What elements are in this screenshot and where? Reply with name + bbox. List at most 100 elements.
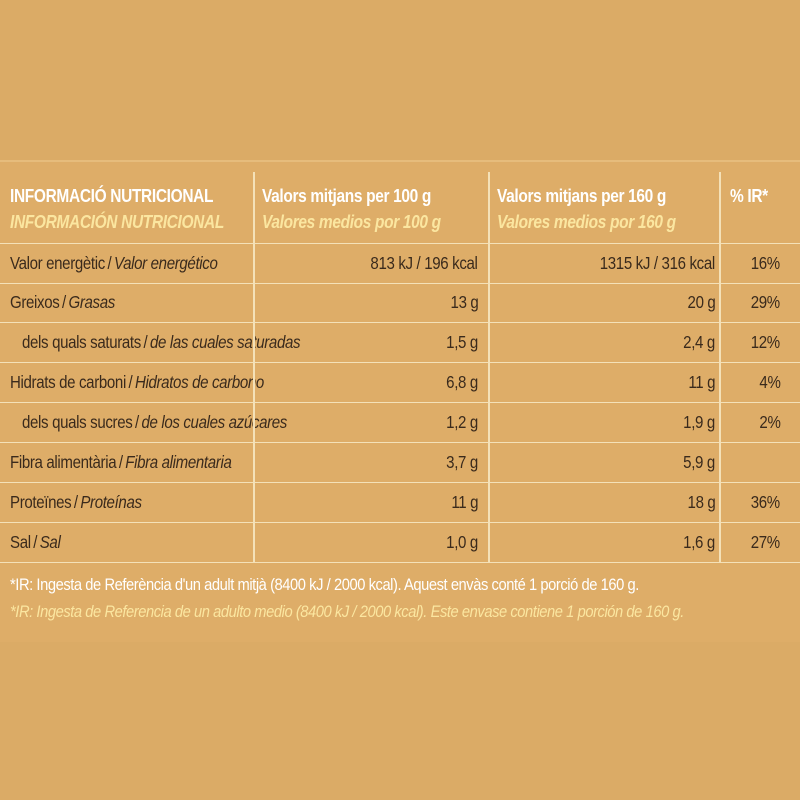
header-row: INFORMACIÓ NUTRICIONAL INFORMACIÓN NUTRI… — [0, 172, 800, 244]
value-ir-percent: 27% — [750, 532, 780, 552]
column-divider — [253, 283, 255, 323]
footnote-es: *IR: Ingesta de Referencia de un adulto … — [10, 602, 684, 621]
table-row: dels quals saturats / de las cuales satura… — [0, 323, 800, 363]
value-per-100g: 13 g — [450, 292, 478, 312]
column-divider — [488, 403, 490, 443]
column-divider — [488, 323, 490, 363]
footnote-ca: *IR: Ingesta de Referència d'un adult mi… — [10, 575, 639, 594]
table-row: Valor energètic / Valor energético 813 kJ /… — [0, 244, 800, 284]
nutrient-name: Valor energètic / Valor energético — [10, 253, 218, 274]
nutrient-name-ca: Valor energètic — [10, 253, 105, 273]
table-row: Fibra alimentària / Fibra alimentaria 3,7 g… — [0, 443, 800, 483]
nutrient-name-ca: dels quals sucres — [22, 412, 133, 432]
column-divider — [488, 363, 490, 403]
nutrient-name-es: Hidratos de carbono — [134, 372, 264, 392]
value-per-160g: 2,4 g — [683, 332, 715, 352]
column-divider — [719, 483, 721, 523]
nutrient-name: dels quals sucres / de los cuales azúcares — [22, 412, 287, 433]
column-divider — [488, 172, 490, 244]
nutrient-name-es: de las cuales saturadas — [149, 332, 301, 352]
name-separator: / — [135, 412, 139, 432]
nutrient-name: Fibra alimentària / Fibra alimentaria — [10, 452, 232, 473]
column-divider — [488, 244, 490, 284]
name-separator: / — [33, 532, 38, 552]
value-per-160g: 1,6 g — [683, 532, 715, 552]
value-per-100g: 1,5 g — [446, 332, 478, 352]
table-row: Proteïnes / Proteínas 11 g 18 g 36% — [0, 483, 800, 523]
value-ir-percent: 4% — [758, 372, 780, 392]
header-per100-es: Valores medios por 100 g — [262, 212, 441, 232]
value-ir-percent: 36% — [750, 492, 780, 512]
name-separator: / — [62, 292, 66, 312]
nutrient-name-es: Valor energético — [113, 253, 218, 273]
column-divider — [253, 323, 255, 363]
header-title-es: INFORMACIÓN NUTRICIONAL — [10, 212, 224, 232]
nutrient-name-ca: Proteïnes — [10, 492, 72, 512]
value-per-160g: 20 g — [687, 292, 715, 312]
name-separator: / — [143, 332, 148, 352]
column-divider — [719, 523, 721, 563]
nutrient-name: dels quals saturats / de las cuales satura… — [22, 332, 301, 353]
value-ir-percent: 12% — [750, 332, 780, 352]
column-divider — [488, 443, 490, 483]
column-divider — [719, 443, 721, 483]
nutrient-name: Proteïnes / Proteínas — [10, 492, 142, 513]
name-separator: / — [73, 492, 78, 512]
nutrient-name-es: Sal — [39, 532, 61, 552]
value-per-100g: 813 kJ / 196 kcal — [370, 253, 478, 273]
nutrient-name-ca: Sal — [10, 532, 31, 552]
nutrient-name-ca: dels quals saturats — [22, 332, 141, 352]
nutrient-name-es: Proteínas — [80, 492, 142, 512]
nutrient-name: Hidrats de carboni / Hidratos de carbono — [10, 372, 264, 393]
header-ir: % IR* — [730, 186, 768, 206]
column-divider — [719, 323, 721, 363]
table-row: Greixos / Grasas 13 g 20 g 29% — [0, 283, 800, 323]
column-divider — [488, 523, 490, 563]
nutrition-label: INFORMACIÓ NUTRICIONAL INFORMACIÓN NUTRI… — [0, 160, 800, 642]
column-divider — [719, 172, 721, 244]
nutrient-name-ca: Hidrats de carboni — [10, 372, 126, 392]
value-per-100g: 1,0 g — [446, 532, 478, 552]
header-per160-ca: Valors mitjans per 160 g — [497, 186, 666, 206]
column-divider — [253, 403, 255, 443]
nutrient-name: Greixos / Grasas — [10, 292, 115, 313]
column-divider — [719, 403, 721, 443]
nutrient-name-es: de los cuales azúcares — [141, 412, 287, 432]
column-divider — [719, 244, 721, 284]
value-ir-percent: 2% — [758, 412, 780, 432]
column-divider — [253, 363, 255, 403]
table-row: dels quals sucres / de los cuales azúcares… — [0, 403, 800, 443]
name-separator: / — [128, 372, 133, 392]
value-per-100g: 1,2 g — [446, 412, 478, 432]
column-divider — [719, 283, 721, 323]
column-divider — [253, 244, 255, 284]
value-per-160g: 5,9 g — [683, 452, 715, 472]
value-per-100g: 11 g — [451, 492, 478, 512]
value-per-160g: 11 g — [688, 372, 715, 392]
column-divider — [253, 443, 255, 483]
name-separator: / — [118, 452, 123, 472]
column-divider — [488, 483, 490, 523]
value-ir-percent: 16% — [750, 253, 780, 273]
nutrient-name: Sal / Sal — [10, 532, 61, 553]
table-row: Sal / Sal 1,0 g 1,6 g 27% — [0, 523, 800, 563]
value-per-100g: 3,7 g — [446, 452, 478, 472]
value-ir-percent: 29% — [750, 292, 780, 312]
header-per100-ca: Valors mitjans per 100 g — [262, 186, 431, 206]
value-per-160g: 1,9 g — [683, 412, 715, 432]
table-row: Hidrats de carboni / Hidratos de carbono 6,… — [0, 363, 800, 403]
nutrient-name-ca: Greixos — [10, 292, 60, 312]
column-divider — [253, 172, 255, 244]
header-per160-es: Valores medios por 160 g — [497, 212, 676, 232]
column-divider — [719, 363, 721, 403]
value-per-100g: 6,8 g — [446, 372, 478, 392]
nutrient-name-es: Fibra alimentaria — [125, 452, 232, 472]
value-per-160g: 1315 kJ / 316 kcal — [599, 253, 715, 273]
name-separator: / — [107, 253, 112, 273]
nutrient-name-ca: Fibra alimentària — [10, 452, 117, 472]
column-divider — [253, 523, 255, 563]
value-per-160g: 18 g — [687, 492, 715, 512]
header-title-ca: INFORMACIÓ NUTRICIONAL — [10, 186, 214, 206]
column-divider — [253, 483, 255, 523]
column-divider — [488, 283, 490, 323]
